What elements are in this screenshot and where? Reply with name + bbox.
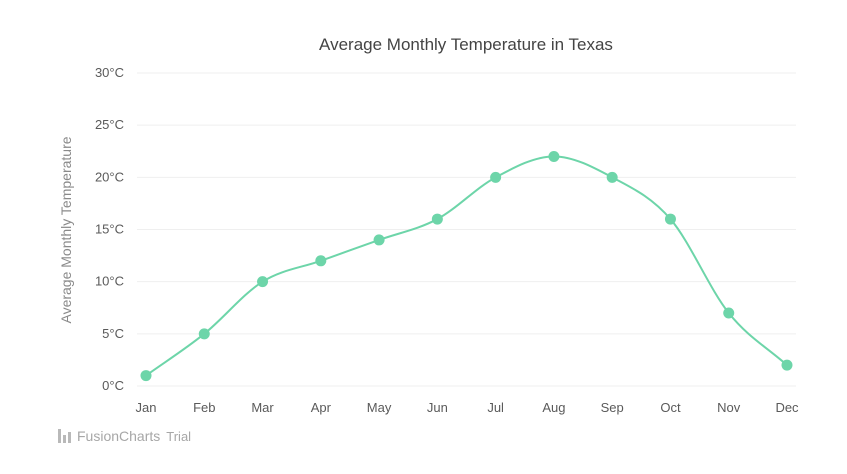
y-tick-label: 0°C — [102, 378, 124, 393]
data-point-jun[interactable] — [431, 213, 443, 225]
x-tick-label: Apr — [311, 400, 332, 415]
y-tick-label: 20°C — [95, 169, 124, 184]
y-tick-label: 25°C — [95, 117, 124, 132]
y-tick-label: 30°C — [95, 65, 124, 80]
data-point-dec[interactable] — [781, 359, 793, 371]
data-point-oct[interactable] — [664, 213, 676, 225]
x-tick-label: May — [367, 400, 392, 415]
x-tick-label: Sep — [601, 400, 624, 415]
brand-trial: Trial — [166, 428, 192, 444]
data-point-jan[interactable] — [140, 370, 152, 382]
x-tick-label: Jul — [487, 400, 504, 415]
y-axis-label: Average Monthly Temperature — [58, 136, 74, 323]
x-axis-ticks: Jan Feb Mar Apr May Jun Jul Aug Sep Oct Nov Dec — [136, 400, 800, 415]
y-tick-label: 15°C — [95, 222, 124, 237]
data-point-aug[interactable] — [548, 150, 560, 162]
brand-name: FusionCharts — [77, 428, 161, 444]
x-tick-label: Jan — [136, 400, 157, 415]
y-axis-ticks: 0°C 5°C 10°C 15°C 20°C 25°C 30°C — [95, 65, 124, 393]
y-tick-label: 5°C — [102, 326, 124, 341]
x-tick-label: Aug — [542, 400, 565, 415]
x-tick-label: Jun — [427, 400, 448, 415]
data-point-feb[interactable] — [198, 328, 210, 340]
x-tick-label: Dec — [775, 400, 799, 415]
data-point-may[interactable] — [373, 234, 385, 246]
x-tick-label: Nov — [717, 400, 741, 415]
branding: FusionCharts Trial — [58, 428, 191, 444]
y-tick-label: 10°C — [95, 274, 124, 289]
x-tick-label: Feb — [193, 400, 215, 415]
fusioncharts-logo-icon — [58, 429, 71, 443]
data-point-mar[interactable] — [257, 276, 269, 288]
data-point-nov[interactable] — [723, 307, 735, 319]
chart-title: Average Monthly Temperature in Texas — [319, 35, 613, 54]
data-point-apr[interactable] — [315, 255, 327, 267]
data-points — [140, 150, 793, 382]
data-point-jul[interactable] — [490, 171, 502, 183]
gridlines — [137, 72, 796, 387]
series-line — [145, 155, 788, 377]
x-tick-label: Mar — [251, 400, 274, 415]
x-tick-label: Oct — [660, 400, 681, 415]
data-point-sep[interactable] — [606, 171, 618, 183]
